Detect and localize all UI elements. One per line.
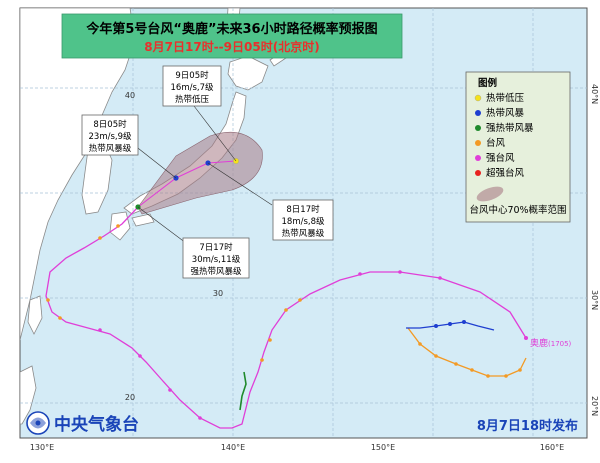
agency-name: 中央气象台	[54, 414, 139, 435]
lon-label-150: 150°E	[371, 443, 395, 452]
past-track-points-magenta	[98, 270, 528, 420]
past-track-points-blue	[434, 320, 466, 328]
past-track-strong-tropical-storm	[239, 371, 247, 411]
legend-label-td: 热带低压	[486, 92, 525, 104]
probability-cone	[137, 132, 263, 215]
legend-cone-label: 台风中心70%概率范围	[469, 204, 566, 216]
legend-label-super-ty: 超强台风	[486, 167, 525, 179]
lat-label-30: 30°N	[590, 290, 599, 310]
shikoku	[131, 213, 155, 227]
annotation-7d17-line3: 强热带风暴级	[190, 266, 242, 277]
lat-axis-labels: 40°N 30°N 20°N	[590, 84, 599, 416]
legend-item-ts: 热带风暴	[475, 107, 525, 119]
annotation-8d05-line3: 热带风暴级	[89, 143, 132, 154]
inner-lat-20: 20	[125, 393, 135, 402]
annotation-9d05-line3: 热带低压	[175, 94, 210, 105]
past-track-points	[46, 224, 522, 378]
inner-lat-labels: 40 30 20	[125, 91, 223, 402]
annotation-8d17-line3: 热带风暴级	[282, 228, 325, 239]
legend-label-ts: 热带风暴	[486, 107, 525, 119]
legend-item-super-ty: 超强台风	[475, 167, 525, 179]
legend-item-sty: 强台风	[475, 152, 515, 164]
legend: 图例 热带低压 热带风暴 强热带风暴 台风 强台风 超强台风 台风中心70%概率…	[465, 71, 571, 223]
legend-label-sty: 强台风	[486, 152, 515, 164]
annotation-8d17-line2: 18m/s,8级	[282, 216, 325, 227]
legend-item-ty: 台风	[475, 137, 506, 149]
annotation-9d05-line1: 9日05时	[175, 70, 209, 81]
annotation-8d05-line2: 23m/s,9级	[89, 131, 132, 142]
inner-lat-30: 30	[213, 289, 223, 298]
annotation-7d17-line2: 30m/s,11级	[192, 254, 241, 265]
agency-block: 中央气象台	[26, 411, 139, 435]
legend-cone-swatch	[476, 186, 504, 202]
philippines	[20, 365, 37, 425]
lon-axis-labels: 130°E 140°E 150°E 160°E	[30, 443, 564, 452]
title-box: 今年第5号台风“奥鹿”未来36小时路径概率预报图 8月7日17时--9日05时(…	[61, 13, 403, 59]
storm-name-label: 奥鹿(1705)	[530, 337, 572, 349]
lat-label-20: 20°N	[590, 396, 599, 416]
cma-logo	[26, 411, 50, 435]
lon-label-160: 160°E	[540, 443, 564, 452]
annotation-7d17: 7日17时 30m/s,11级 强热带风暴级	[182, 237, 250, 279]
lat-label-40: 40°N	[590, 84, 599, 104]
annotation-8d05-line1: 8日05时	[93, 119, 127, 130]
lon-label-140: 140°E	[221, 443, 245, 452]
taiwan	[27, 295, 43, 335]
annotation-leaders	[133, 105, 273, 244]
legend-label-sts: 强热带风暴	[486, 122, 534, 134]
release-time: 8月7日18时发布	[477, 418, 578, 434]
legend-title: 图例	[478, 77, 497, 89]
legend-label-ty: 台风	[486, 137, 506, 149]
annotation-8d17-line1: 8日17时	[286, 204, 320, 215]
annotation-9d05: 9日05时 16m/s,7级 热带低压	[162, 65, 222, 107]
annotation-8d17: 8日17时 18m/s,8级 热带风暴级	[272, 199, 334, 241]
forecast-track	[137, 160, 237, 208]
inner-lat-40: 40	[125, 91, 135, 100]
annotation-8d05: 8日05时 23m/s,9级 热带风暴级	[81, 114, 139, 156]
legend-item-td: 热带低压	[474, 92, 525, 104]
title-line2: 8月7日17时--9日05时(北京时)	[144, 39, 319, 54]
title-line1: 今年第5号台风“奥鹿”未来36小时路径概率预报图	[85, 21, 377, 37]
annotation-9d05-line2: 16m/s,7级	[171, 82, 214, 93]
annotation-7d17-line1: 7日17时	[199, 242, 233, 253]
lon-label-130: 130°E	[30, 443, 54, 452]
legend-item-sts: 强热带风暴	[475, 122, 534, 134]
